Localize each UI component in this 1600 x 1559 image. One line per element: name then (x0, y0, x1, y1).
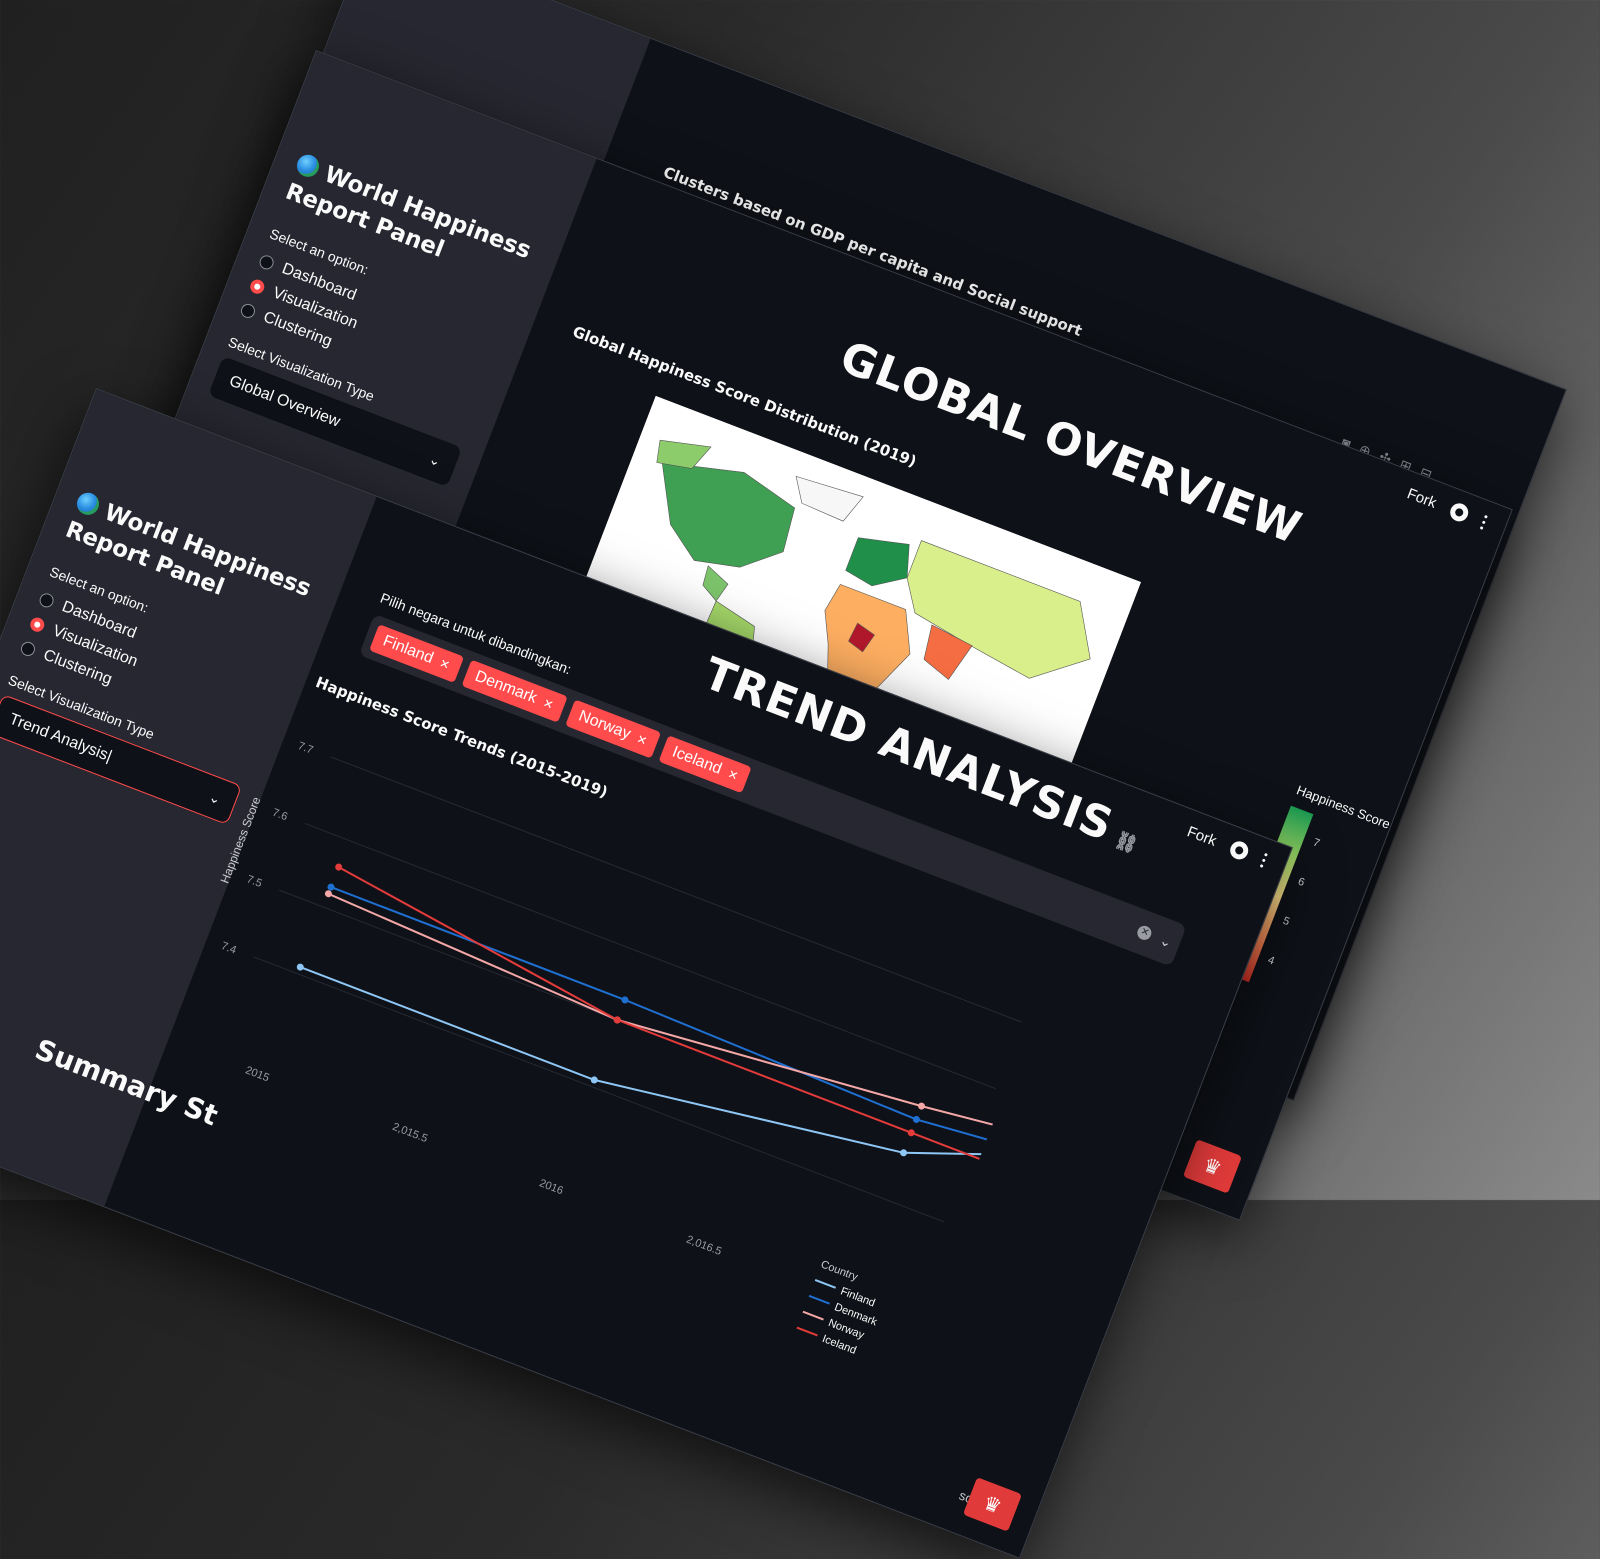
trend-gridline (304, 823, 996, 1090)
series-point-finland (590, 1076, 598, 1084)
streamlit-crown-button[interactable]: ♛ (962, 1477, 1023, 1532)
remove-tag-icon[interactable]: ✕ (725, 766, 741, 784)
chevron-down-icon[interactable]: ⌄ (1157, 931, 1175, 951)
fork-button[interactable]: Fork (1404, 484, 1439, 512)
series-point-iceland (613, 1016, 621, 1024)
colorbar-tick: 4 (1266, 954, 1277, 968)
series-point-finland (296, 963, 304, 971)
github-icon[interactable] (1227, 838, 1251, 863)
remove-tag-icon[interactable]: ✕ (541, 695, 556, 713)
radio-circle[interactable] (18, 639, 38, 658)
tag-iceland: Iceland ✕ (658, 735, 753, 794)
series-point-norway (324, 890, 332, 898)
trend-xtick: 2,015.5 (391, 1121, 430, 1145)
series-line-norway (327, 892, 1047, 1326)
menu-kebab-icon[interactable] (1479, 514, 1489, 530)
trend-ytick: 7.4 (219, 940, 238, 957)
colorbar-tick: 6 (1296, 875, 1307, 890)
greenland (795, 475, 864, 522)
series-point-denmark (327, 883, 335, 891)
globe-icon (73, 489, 103, 519)
menu-kebab-icon[interactable] (1259, 852, 1269, 868)
series-point-norway (918, 1102, 926, 1110)
radio-circle-selected[interactable] (248, 277, 267, 296)
legend-swatch (808, 1294, 830, 1305)
radio-circle[interactable] (257, 253, 276, 272)
globe-icon (293, 151, 323, 181)
series-line-iceland (338, 866, 1047, 1367)
tag-norway: Norway ✕ (564, 699, 661, 759)
trend-xtick: 2015 (244, 1064, 271, 1084)
colorbar-tick: 7 (1311, 836, 1322, 850)
series-point-denmark (912, 1115, 920, 1123)
trend-ytick: 7.6 (271, 807, 290, 824)
tag-label: Finland (380, 632, 436, 668)
series-point-iceland (335, 863, 343, 871)
trend-gridline (253, 956, 945, 1223)
africa-region-low (848, 622, 875, 653)
link-icon[interactable]: ⛓ (1111, 828, 1142, 858)
legend-title: Country (819, 1258, 860, 1283)
series-point-iceland (907, 1129, 915, 1137)
crown-icon: ♛ (979, 1491, 1005, 1519)
series-line-denmark (330, 886, 1047, 1293)
streamlit-crown-button[interactable]: ♛ (1182, 1139, 1243, 1194)
trend-xtick: 2016 (538, 1177, 565, 1197)
trend-ytick: 7.7 (296, 740, 315, 757)
multiselect-controls: ✕ ⌄ (1135, 923, 1174, 952)
remove-tag-icon[interactable]: ✕ (437, 655, 452, 673)
asia (906, 540, 1091, 679)
series-line-finland (299, 966, 1047, 1180)
legend-swatch (814, 1279, 837, 1289)
trend-ytick: 7.5 (245, 873, 264, 890)
europe (845, 537, 910, 587)
series-point-finland (900, 1149, 908, 1157)
remove-tag-icon[interactable]: ✕ (634, 731, 650, 749)
south-asia (923, 624, 973, 680)
trend-ylabel: Happiness Score (218, 795, 264, 886)
north-america (661, 462, 796, 568)
fork-button[interactable]: Fork (1184, 822, 1219, 850)
tag-finland: Finland ✕ (369, 624, 464, 683)
trend-series (296, 863, 1047, 1367)
series-point-denmark (621, 996, 629, 1004)
chevron-down-icon[interactable]: ⌄ (426, 449, 444, 470)
legend-swatch (802, 1310, 824, 1321)
colorbar-tick: 5 (1281, 914, 1292, 929)
radio-circle-selected[interactable] (28, 615, 47, 634)
radio-circle[interactable] (37, 591, 56, 610)
crown-icon: ♛ (1199, 1153, 1225, 1181)
alaska (656, 439, 712, 469)
tag-label: Denmark (472, 667, 540, 707)
clear-all-icon[interactable]: ✕ (1135, 923, 1154, 943)
radio-circle[interactable] (238, 301, 258, 320)
github-icon[interactable] (1447, 500, 1471, 525)
trend-xtick: 2,016.5 (685, 1234, 724, 1258)
legend-swatch (796, 1326, 818, 1337)
trend-gridline (330, 756, 1022, 1023)
tag-label: Iceland (669, 743, 725, 778)
tag-label: Norway (576, 707, 633, 743)
